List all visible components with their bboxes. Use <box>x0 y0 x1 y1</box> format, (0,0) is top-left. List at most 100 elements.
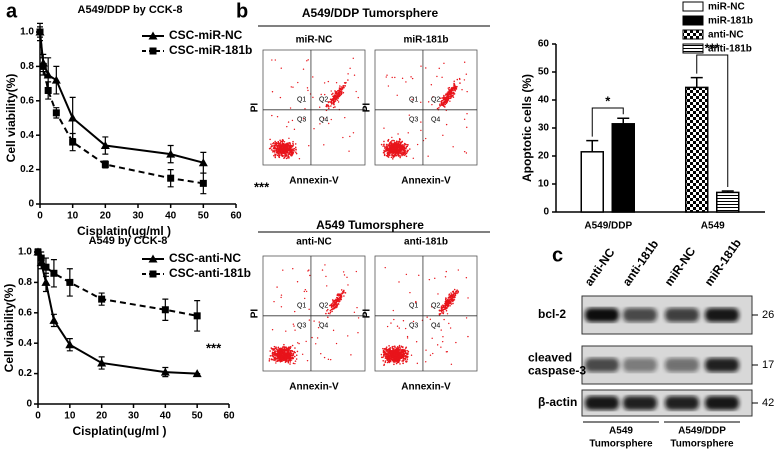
event-dot <box>446 124 447 125</box>
x-tick-label: A549/DDP <box>584 221 632 232</box>
event-dot <box>413 158 414 159</box>
legend-marker <box>150 48 157 55</box>
event-dot <box>388 155 390 157</box>
event-dot <box>295 143 297 145</box>
event-dot <box>336 82 337 83</box>
event-dot <box>350 354 351 355</box>
blot-band <box>665 358 699 372</box>
event-dot <box>386 350 388 352</box>
event-dot <box>420 130 421 131</box>
event-dot <box>324 357 325 358</box>
event-dot <box>274 355 276 357</box>
event-dot <box>276 152 278 154</box>
event-dot <box>335 97 337 99</box>
event-dot <box>453 80 455 82</box>
event-dot <box>455 294 456 295</box>
x-axis-label: Annexin-V <box>289 176 339 187</box>
bar <box>581 152 603 212</box>
event-dot <box>388 153 390 155</box>
event-dot <box>450 296 452 298</box>
marker <box>52 76 61 84</box>
event-dot <box>448 323 449 324</box>
event-dot <box>326 285 327 286</box>
event-dot <box>343 290 345 292</box>
event-dot <box>273 148 275 150</box>
event-dot <box>287 157 289 159</box>
event-dot <box>291 86 292 87</box>
event-dot <box>281 151 283 153</box>
event-dot <box>401 145 402 146</box>
legend-swatch <box>683 2 703 11</box>
marker <box>37 29 44 36</box>
quadrant-label: Q3 <box>409 323 418 330</box>
event-dot <box>403 358 405 360</box>
event-dot <box>410 76 411 77</box>
event-dot <box>389 348 391 350</box>
event-dot <box>403 320 404 321</box>
event-dot <box>292 146 294 148</box>
event-dot <box>385 360 387 362</box>
event-dot <box>464 151 465 152</box>
event-dot <box>321 94 322 95</box>
event-dot <box>445 308 447 310</box>
event-dot <box>405 148 407 150</box>
blot-band <box>705 308 739 322</box>
event-dot <box>408 132 409 133</box>
event-dot <box>294 311 295 312</box>
event-dot <box>446 271 447 272</box>
event-dot <box>306 60 307 61</box>
event-dot <box>447 306 449 308</box>
event-dot <box>307 87 308 88</box>
event-dot <box>307 59 308 60</box>
event-dot <box>292 268 293 269</box>
event-dot <box>450 292 451 293</box>
event-dot <box>345 292 347 294</box>
event-dot <box>333 307 335 309</box>
event-dot <box>285 143 287 145</box>
event-dot <box>452 89 454 91</box>
event-dot <box>279 140 281 142</box>
event-dot <box>332 299 334 301</box>
event-dot <box>336 93 338 95</box>
event-dot <box>297 351 299 353</box>
event-dot <box>277 147 279 149</box>
event-dot <box>333 107 334 108</box>
event-dot <box>448 97 450 99</box>
event-dot <box>278 144 280 146</box>
x-axis-label: Annexin-V <box>401 176 451 187</box>
event-dot <box>272 359 274 361</box>
event-dot <box>305 289 306 290</box>
panel-label: b <box>236 0 248 22</box>
event-dot <box>279 360 281 362</box>
y-tick-label: 0 <box>543 207 549 218</box>
event-dot <box>386 144 388 146</box>
event-dot <box>402 351 404 353</box>
x-tick-label: 10 <box>64 411 76 422</box>
event-dot <box>357 332 358 333</box>
x-tick-label: A549 <box>701 221 725 232</box>
event-dot <box>296 354 298 356</box>
event-dot <box>387 362 389 364</box>
event-dot <box>446 92 448 94</box>
event-dot <box>397 95 398 96</box>
event-dot <box>387 155 389 157</box>
event-dot <box>290 361 292 363</box>
annotation: *** <box>254 179 270 194</box>
event-dot <box>407 358 409 360</box>
event-dot <box>399 139 401 141</box>
event-dot <box>441 97 443 99</box>
event-dot <box>289 355 291 357</box>
event-dot <box>293 323 294 324</box>
event-dot <box>442 341 443 342</box>
group-label: Tumorsphere <box>589 439 653 450</box>
event-dot <box>453 96 455 98</box>
event-dot <box>292 143 294 145</box>
blot-band <box>623 358 657 372</box>
event-dot <box>398 141 400 143</box>
event-dot <box>388 148 389 149</box>
event-dot <box>449 301 451 303</box>
event-dot <box>280 141 282 143</box>
event-dot <box>280 352 282 354</box>
event-dot <box>389 142 391 144</box>
event-dot <box>328 359 329 360</box>
